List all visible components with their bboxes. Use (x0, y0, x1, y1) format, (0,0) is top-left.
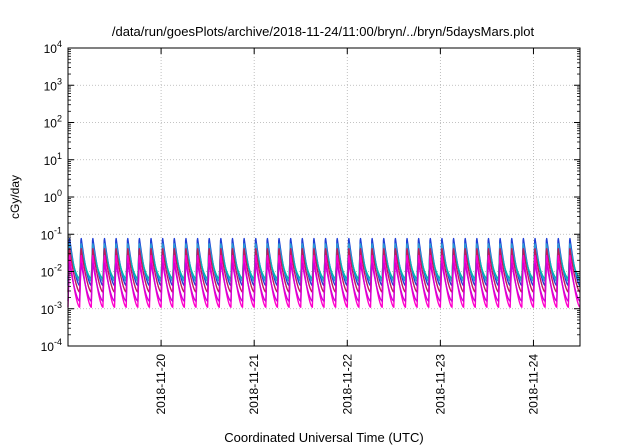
x-axis: 2018-11-20 2018-11-21 2018-11-22 2018-11-23… (154, 48, 540, 415)
y-tick-label: 10-3 (41, 300, 62, 317)
y-tick-label: 104 (44, 39, 62, 56)
series-group (67, 237, 581, 308)
chart-title: /data/run/goesPlots/archive/2018-11-24/1… (112, 24, 535, 39)
y-tick-label: 102 (44, 114, 62, 131)
series-line-6 (67, 262, 581, 302)
y-tick-label: 10-1 (41, 225, 62, 242)
y-tick-label: 100 (44, 188, 62, 205)
y-tick-label: 10-4 (41, 337, 62, 354)
x-tick-label: 2018-11-21 (247, 354, 261, 415)
x-axis-label: Coordinated Universal Time (UTC) (224, 430, 423, 445)
y-axis-label: cGy/day (8, 175, 22, 219)
y-axis: 10-4 10-3 10-2 10-1 100 101 102 103 104 (41, 39, 580, 354)
x-tick-label: 2018-11-20 (154, 354, 168, 415)
y-tick-label: 10-2 (41, 263, 62, 280)
x-tick-label: 2018-11-24 (526, 354, 540, 415)
y-tick-label: 103 (44, 76, 62, 93)
x-tick-label: 2018-11-23 (433, 354, 447, 415)
y-tick-label: 101 (44, 151, 62, 168)
x-tick-label: 2018-11-22 (340, 354, 354, 415)
